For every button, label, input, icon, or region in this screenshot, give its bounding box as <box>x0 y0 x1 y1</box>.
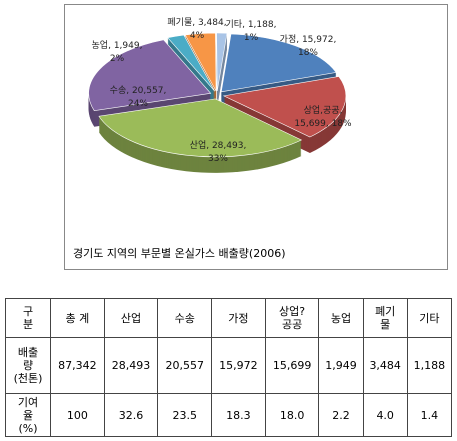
data-label: 4% <box>190 31 205 41</box>
table-cell: 15,972 <box>211 337 266 394</box>
table-cell: 기여 율 (%) <box>5 393 51 437</box>
slice-top <box>220 33 337 93</box>
table-cell: 구 분 <box>5 298 51 338</box>
slice-top <box>98 98 303 158</box>
table-cell: 18.0 <box>264 393 320 437</box>
table-cell: 1,188 <box>406 337 453 394</box>
table-cell: 1.4 <box>406 393 453 437</box>
table-cell: 총 계 <box>50 298 105 338</box>
data-label: 18% <box>298 48 318 58</box>
table-row: 배출 량 (천톤) 87,342 28,493 20,557 15,972 15,699 1… <box>5 337 453 394</box>
chart-title: 경기도 지역의 부문별 온실가스 배출량(2006) <box>73 247 286 260</box>
table-cell: 4.0 <box>362 393 408 437</box>
chart-frame: 가정, 15,972, 18% 상업,공공, 15,699, 18% 산업, 28,49… <box>64 4 448 270</box>
data-label: 상업,공공, <box>304 105 343 116</box>
data-label: 산업, 28,493, <box>190 140 247 151</box>
table-cell: 폐기 물 <box>362 298 408 338</box>
data-label: 가정, 15,972, <box>280 34 337 45</box>
pie-slice <box>222 76 347 153</box>
table-cell: 가정 <box>211 298 266 338</box>
data-label: 기타, 1,188, <box>226 19 277 30</box>
table-cell: 수송 <box>157 298 213 338</box>
pie-slice <box>216 32 228 108</box>
table-cell: 기타 <box>406 298 453 338</box>
data-label: 농업, 1,949, <box>92 40 143 51</box>
table-cell: 3,484 <box>362 337 408 394</box>
table-cell: 20,557 <box>157 337 213 394</box>
chart: 가정, 15,972, 18% 상업,공공, 15,699, 18% 산업, 28,49… <box>88 16 352 173</box>
data-label: 수송, 20,557, <box>110 85 167 96</box>
table-cell: 산업 <box>103 298 159 338</box>
table-cell: 18.3 <box>211 393 266 437</box>
table-cell: 농업 <box>318 298 364 338</box>
slice-top <box>184 32 217 92</box>
slice-top <box>222 76 347 138</box>
slice-top <box>167 34 216 92</box>
data-label: 24% <box>128 99 148 109</box>
table-cell: 15,699 <box>264 337 320 394</box>
table-cell: 87,342 <box>50 337 105 394</box>
table-cell: 상업? 공공 <box>264 298 320 338</box>
table-cell: 23.5 <box>157 393 213 437</box>
data-label: 15,699, 18% <box>294 119 352 129</box>
pie-slice <box>98 98 303 173</box>
table-cell: 2.2 <box>318 393 364 437</box>
slice-top <box>216 32 228 92</box>
table-cell: 28,493 <box>103 337 159 394</box>
table-row: 기여 율 (%) 100 32.6 23.5 18.3 18.0 2.2 4.0 1.4 <box>5 393 453 437</box>
pie-slice <box>88 39 212 127</box>
data-label: 폐기물, 3,484, <box>167 16 226 28</box>
table-cell: 배출 량 (천톤) <box>5 337 51 394</box>
table-cell: 32.6 <box>103 393 159 437</box>
table-cell: 1,949 <box>318 337 364 394</box>
data-label: 33% <box>208 154 228 164</box>
data-label: 2% <box>110 54 125 64</box>
data-label: 1% <box>244 33 259 43</box>
table-cell: 100 <box>50 393 105 437</box>
slice-top <box>88 39 212 112</box>
